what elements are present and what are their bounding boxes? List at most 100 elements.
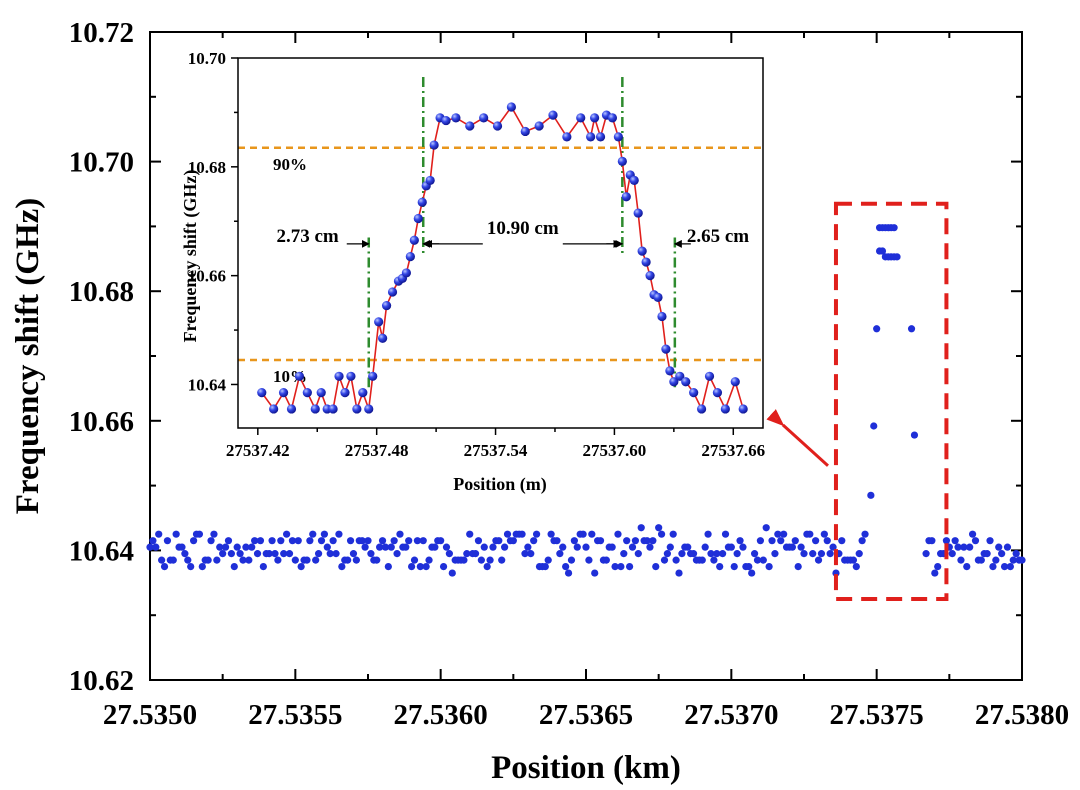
main-data-point — [934, 563, 942, 571]
main-data-point — [477, 556, 485, 564]
inset-data-point — [465, 121, 475, 131]
main-heated-point — [873, 325, 881, 333]
main-data-point — [591, 569, 599, 577]
inset-plot: 90%10% 27537.42 27537.48 27537.54 27537.60 2… — [180, 49, 765, 495]
main-data-point — [652, 563, 660, 571]
main-data-point — [442, 543, 451, 551]
main-data-point — [376, 543, 384, 551]
main-data-point — [152, 543, 160, 551]
main-data-point — [582, 543, 590, 551]
main-data-point — [968, 530, 977, 538]
inset-data-point — [346, 371, 356, 381]
main-axis-ticks — [149, 31, 1023, 681]
main-data-point — [364, 537, 372, 545]
main-data-point — [271, 550, 279, 558]
main-data-point — [820, 530, 828, 538]
annotation-label: 2.65 cm — [687, 226, 749, 247]
main-data-point — [361, 543, 369, 551]
main-data-point — [678, 550, 686, 558]
inset-data-point — [696, 404, 707, 414]
main-data-point — [277, 537, 285, 545]
main-data-point — [663, 550, 671, 558]
main-data-point — [1003, 543, 1012, 551]
main-data-point — [530, 537, 538, 545]
inset-data-point — [286, 404, 297, 414]
main-data-point — [338, 563, 346, 571]
inset-threshold-label: 90% — [273, 155, 307, 174]
inset-data-point — [294, 371, 305, 381]
main-x-tick-label: 27.5380 — [975, 699, 1069, 731]
main-data-point — [623, 537, 631, 545]
inset-plot-frame — [237, 57, 764, 429]
inset-data-point — [653, 292, 663, 303]
main-data-point — [236, 550, 244, 558]
main-data-point — [791, 537, 799, 545]
main-data-point — [268, 537, 276, 545]
main-data-point — [701, 543, 709, 551]
main-data-points — [146, 224, 1026, 577]
main-tick-labels: 27.5350 27.5355 27.5360 27.5365 27.5370 27.53… — [69, 17, 1069, 731]
main-data-point — [245, 556, 253, 564]
inset-data-point — [613, 132, 623, 142]
main-data-point — [788, 543, 796, 551]
main-data-point — [486, 556, 494, 564]
inset-data-point — [669, 377, 679, 387]
main-data-point — [771, 550, 779, 558]
main-data-point — [812, 537, 820, 545]
main-data-point — [320, 530, 328, 538]
inset-annotations: 2.73 cm 10.90 cm 2.65 cm — [276, 218, 749, 248]
inset-data-point — [374, 317, 384, 327]
inset-series — [257, 102, 748, 414]
inset-data-point — [405, 252, 415, 262]
main-data-point — [562, 563, 570, 571]
main-data-point — [861, 530, 869, 538]
inset-data-point — [661, 344, 671, 354]
main-data-point — [158, 556, 166, 564]
main-data-point — [989, 563, 997, 571]
main-data-point — [160, 563, 169, 571]
main-data-point — [303, 556, 311, 564]
main-y-tick-label: 10.72 — [69, 17, 134, 49]
main-data-point — [588, 530, 596, 538]
main-x-tick-label: 27.5370 — [684, 699, 778, 731]
main-data-point — [573, 543, 581, 551]
main-data-point — [756, 537, 765, 545]
inset-x-tick-label: 27537.60 — [583, 441, 647, 460]
main-data-point — [1018, 556, 1026, 564]
inset-data-point — [269, 404, 279, 414]
inset-data-point — [645, 271, 655, 281]
main-data-point — [291, 556, 299, 564]
main-data-point — [437, 537, 445, 545]
main-data-point — [306, 537, 314, 545]
main-data-point — [314, 550, 323, 558]
main-data-point — [579, 530, 587, 538]
main-y-tick-label: 10.64 — [69, 535, 134, 567]
main-data-point — [352, 556, 360, 564]
inset-data-point — [621, 192, 631, 202]
inset-data-point — [378, 333, 388, 343]
inset-y-tick-label: 10.64 — [188, 375, 227, 394]
main-data-point — [992, 556, 1000, 564]
main-data-point — [800, 550, 808, 558]
main-data-point — [780, 530, 788, 538]
main-data-point — [777, 537, 785, 545]
main-data-point — [390, 537, 398, 545]
inset-data-point — [328, 404, 338, 414]
main-data-point — [221, 543, 230, 551]
main-data-point — [634, 550, 642, 558]
main-data-point — [826, 550, 834, 558]
main-data-point — [405, 537, 413, 545]
main-data-point — [184, 556, 192, 564]
main-data-point — [963, 563, 971, 571]
main-data-point — [797, 543, 805, 551]
inset-data-point — [520, 126, 530, 137]
main-data-point — [285, 550, 294, 558]
main-data-point — [657, 530, 666, 538]
inset-x-tick-label: 27537.42 — [226, 441, 290, 460]
main-data-point — [858, 537, 866, 545]
main-data-point — [721, 530, 730, 538]
main-data-point — [655, 524, 663, 532]
main-data-point — [495, 537, 503, 545]
inset-data-point — [607, 113, 618, 123]
inset-data-point — [730, 377, 740, 387]
